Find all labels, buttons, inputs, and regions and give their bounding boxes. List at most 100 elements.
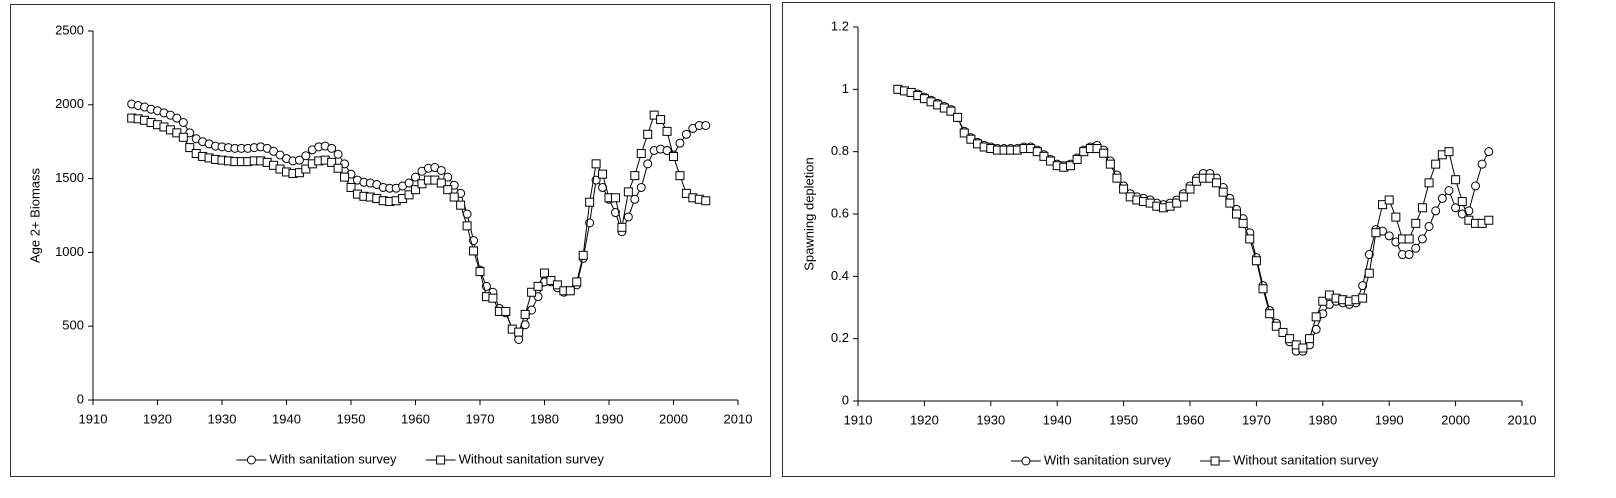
data-point xyxy=(1431,206,1441,216)
data-point xyxy=(333,149,343,159)
data-point xyxy=(540,268,549,278)
x-tick-label: 2010 xyxy=(724,411,753,426)
data-point xyxy=(1457,197,1467,207)
data-point xyxy=(301,164,311,174)
data-point xyxy=(643,129,653,139)
data-point xyxy=(1285,334,1295,344)
data-point xyxy=(1484,215,1494,225)
data-point xyxy=(630,194,640,204)
y-tick-label: 0 xyxy=(77,391,84,406)
x-tick-label: 1950 xyxy=(337,411,366,426)
panel-frame xyxy=(10,4,771,477)
data-point xyxy=(623,212,633,222)
data-point xyxy=(1205,173,1215,183)
data-point xyxy=(1384,195,1394,205)
data-point xyxy=(456,200,466,210)
y-tick-label: 500 xyxy=(62,318,84,333)
data-point xyxy=(1404,234,1414,244)
data-point xyxy=(475,267,485,277)
data-point xyxy=(449,192,459,202)
data-point xyxy=(1212,178,1222,188)
data-point xyxy=(1099,148,1109,158)
data-point xyxy=(404,178,414,188)
data-point xyxy=(1231,209,1241,219)
data-point xyxy=(514,334,524,344)
data-point xyxy=(1245,234,1255,244)
data-point xyxy=(1218,187,1228,197)
data-point xyxy=(1424,221,1434,231)
data-point xyxy=(520,309,530,319)
x-tick-label: 1960 xyxy=(1176,412,1205,427)
x-tick-label: 1920 xyxy=(910,412,939,427)
legend-label: With sanitation survey xyxy=(1044,452,1172,467)
legend-marker xyxy=(246,455,256,465)
data-point xyxy=(327,157,337,167)
x-tick-label: 2000 xyxy=(1441,412,1470,427)
data-point xyxy=(946,106,956,116)
data-point xyxy=(953,112,963,122)
data-point xyxy=(585,197,595,207)
data-point xyxy=(681,129,691,139)
data-point xyxy=(1411,243,1421,253)
data-point xyxy=(1311,312,1321,322)
data-point xyxy=(1444,186,1454,196)
data-point xyxy=(185,143,195,153)
data-point xyxy=(1404,250,1414,260)
x-tick-label: 1990 xyxy=(595,411,624,426)
y-tick-label: 0.4 xyxy=(831,268,849,283)
data-point xyxy=(591,159,601,169)
data-point xyxy=(1105,159,1115,169)
legend-label: With sanitation survey xyxy=(269,451,397,466)
data-point xyxy=(1238,218,1248,228)
y-tick-label: 0.2 xyxy=(831,330,849,345)
data-point xyxy=(1417,203,1427,213)
data-point xyxy=(1391,212,1401,222)
data-point xyxy=(1464,206,1474,216)
legend-marker xyxy=(1021,456,1031,466)
data-point xyxy=(966,134,976,144)
data-point xyxy=(1417,234,1427,244)
data-point xyxy=(294,155,304,165)
data-point xyxy=(178,118,188,128)
data-point xyxy=(662,126,672,136)
panel-frame xyxy=(782,2,1555,477)
legend-marker xyxy=(436,455,446,465)
y-tick-label: 2000 xyxy=(55,96,84,111)
data-point xyxy=(610,208,620,218)
data-point xyxy=(340,172,350,182)
data-point xyxy=(643,159,653,169)
data-point xyxy=(1378,200,1388,210)
x-tick-label: 1930 xyxy=(208,411,237,426)
data-point xyxy=(514,327,524,337)
data-point xyxy=(656,115,666,125)
data-point xyxy=(701,196,711,206)
data-point xyxy=(1032,147,1042,157)
data-point xyxy=(1364,250,1374,260)
y-tick-label: 0.8 xyxy=(831,143,849,158)
data-point xyxy=(1251,256,1261,266)
data-point xyxy=(1358,293,1368,303)
data-point xyxy=(1371,228,1381,238)
data-point xyxy=(1451,203,1461,213)
data-point xyxy=(533,281,543,291)
legend-label: Without sanitation survey xyxy=(459,451,605,466)
legend-marker xyxy=(1210,456,1220,466)
data-point xyxy=(1358,281,1368,291)
data-point xyxy=(552,280,562,290)
data-point xyxy=(404,190,414,200)
data-point xyxy=(1437,193,1447,203)
data-point xyxy=(1178,192,1188,202)
x-tick-label: 1960 xyxy=(401,411,430,426)
data-point xyxy=(1278,327,1288,337)
y-axis-label: Age 2+ Biomass xyxy=(27,167,42,263)
data-point xyxy=(1411,218,1421,228)
x-tick-label: 1980 xyxy=(1308,412,1337,427)
legend-label: Without sanitation survey xyxy=(1233,452,1379,467)
data-point xyxy=(178,132,188,142)
y-tick-label: 1 xyxy=(842,81,849,96)
data-point xyxy=(501,306,511,316)
series-line xyxy=(131,103,706,341)
data-point xyxy=(1364,268,1374,278)
y-tick-label: 0.6 xyxy=(831,205,849,220)
x-tick-label: 1930 xyxy=(976,412,1005,427)
